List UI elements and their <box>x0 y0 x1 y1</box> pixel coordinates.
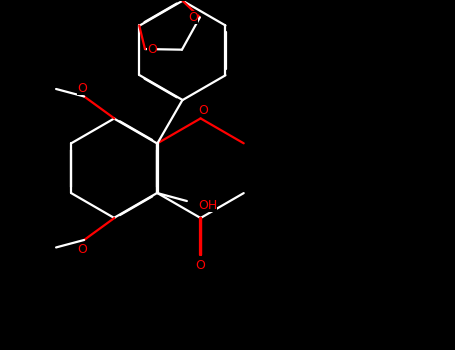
Text: O: O <box>147 43 157 56</box>
Text: O: O <box>77 243 87 256</box>
Text: O: O <box>196 259 206 272</box>
Text: O: O <box>188 11 198 24</box>
Text: OH: OH <box>198 199 217 212</box>
Text: O: O <box>198 104 208 117</box>
Text: O: O <box>77 82 87 95</box>
